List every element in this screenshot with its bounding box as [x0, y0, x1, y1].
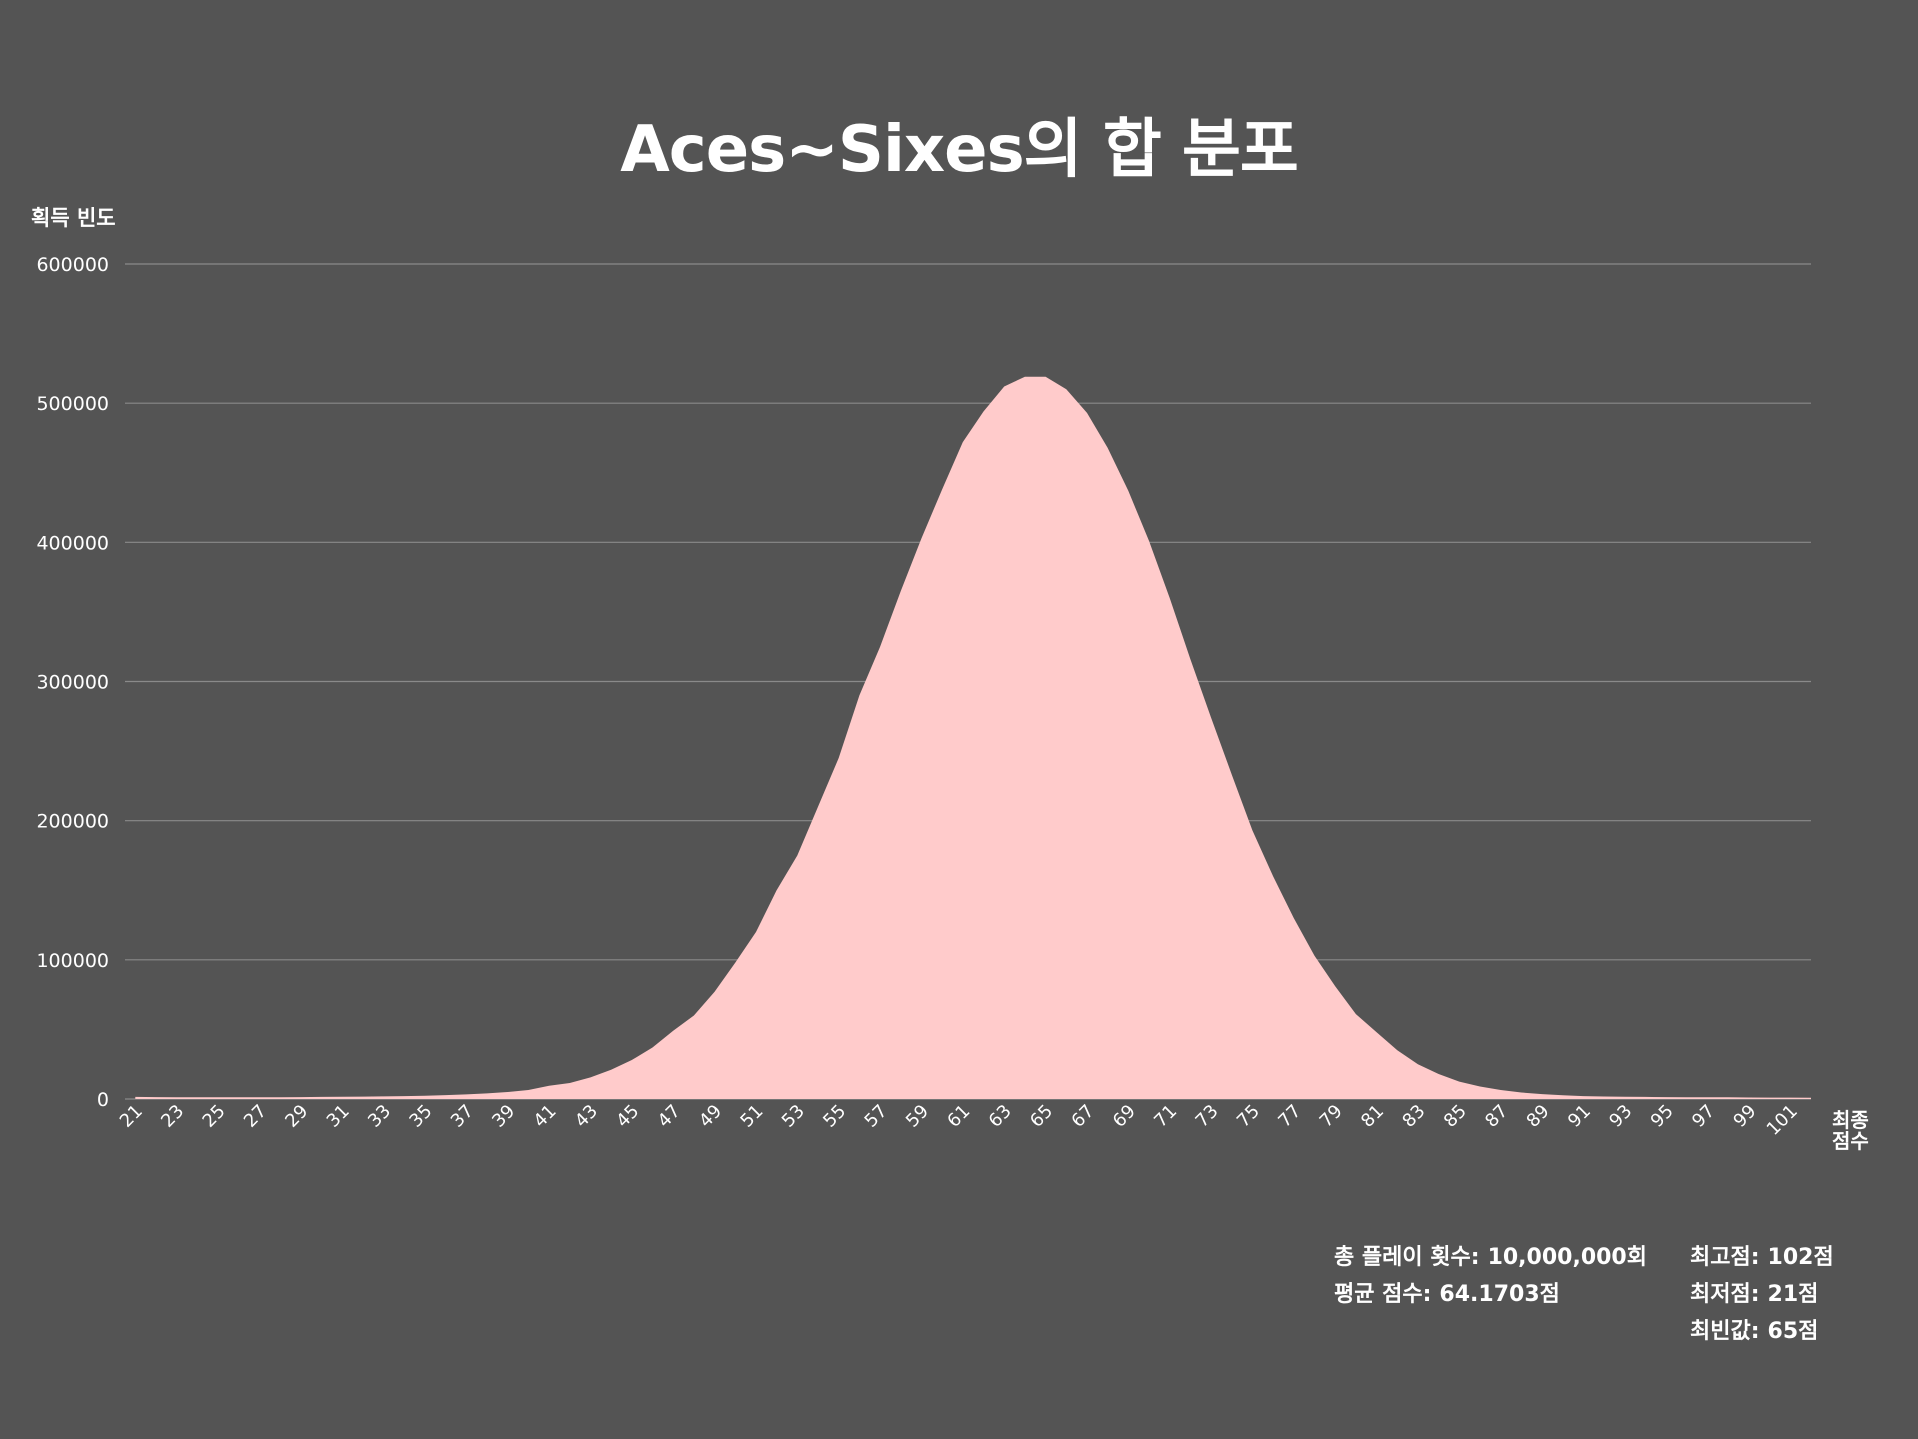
- x-tick-label: 31: [323, 1101, 354, 1132]
- y-tick-label: 200000: [36, 811, 109, 833]
- x-tick-label: 61: [943, 1101, 974, 1132]
- y-tick-label: 100000: [36, 950, 109, 972]
- x-tick-label: 69: [1109, 1101, 1140, 1132]
- x-tick-label: 99: [1729, 1101, 1760, 1132]
- x-tick-label: 27: [240, 1101, 271, 1132]
- x-tick-label: 63: [985, 1101, 1016, 1132]
- x-tick-label: 83: [1398, 1101, 1429, 1132]
- area-series: [135, 376, 1811, 1099]
- chart-title: Aces~Sixes의 합 분포: [620, 113, 1299, 187]
- y-axis-label: 획득 빈도: [31, 206, 116, 230]
- x-tick-label: 53: [778, 1101, 809, 1132]
- x-tick-label: 43: [571, 1101, 602, 1132]
- x-tick-label: 33: [364, 1101, 395, 1132]
- x-tick-label: 89: [1523, 1101, 1554, 1132]
- x-tick-label: 95: [1647, 1101, 1678, 1132]
- x-axis-ticks: 21 23 25 27 29 31 33 35 37 39 41 43 45 47 49 51 53 55 57 59…: [116, 1101, 1802, 1140]
- y-tick-label: 0: [97, 1089, 109, 1111]
- x-tick-label: 41: [530, 1101, 561, 1132]
- y-tick-label: 600000: [36, 254, 109, 276]
- x-tick-label: 101: [1763, 1101, 1802, 1140]
- x-tick-label: 21: [116, 1101, 147, 1132]
- x-tick-label: 23: [157, 1101, 188, 1132]
- x-tick-label: 97: [1688, 1101, 1719, 1132]
- x-tick-label: 77: [1274, 1101, 1305, 1132]
- x-tick-label: 65: [1026, 1101, 1057, 1132]
- x-tick-label: 35: [405, 1101, 436, 1132]
- x-tick-label: 25: [199, 1101, 230, 1132]
- x-tick-label: 55: [819, 1101, 850, 1132]
- x-axis-label-line: 최종: [1832, 1108, 1869, 1132]
- x-tick-label: 87: [1481, 1101, 1512, 1132]
- x-tick-label: 29: [281, 1101, 312, 1132]
- x-tick-label: 75: [1233, 1101, 1264, 1132]
- x-tick-label: 57: [861, 1101, 892, 1132]
- x-tick-label: 51: [736, 1101, 767, 1132]
- y-axis-ticks: 0 100000 200000 300000 400000 500000 600000: [36, 254, 109, 1111]
- x-tick-label: 93: [1605, 1101, 1636, 1132]
- x-tick-label: 49: [695, 1101, 726, 1132]
- x-tick-label: 91: [1564, 1101, 1595, 1132]
- x-tick-label: 39: [488, 1101, 519, 1132]
- x-tick-label: 71: [1150, 1101, 1181, 1132]
- x-tick-label: 59: [902, 1101, 933, 1132]
- x-tick-label: 81: [1357, 1101, 1388, 1132]
- x-tick-label: 85: [1440, 1101, 1471, 1132]
- x-tick-label: 79: [1316, 1101, 1347, 1132]
- y-tick-label: 300000: [36, 672, 109, 694]
- x-axis-label-line: 점수: [1832, 1129, 1869, 1153]
- x-tick-label: 67: [1067, 1101, 1098, 1132]
- x-tick-label: 73: [1192, 1101, 1223, 1132]
- y-tick-label: 500000: [36, 393, 109, 415]
- x-tick-label: 37: [447, 1101, 478, 1132]
- y-tick-label: 400000: [36, 532, 109, 554]
- x-tick-label: 47: [654, 1101, 685, 1132]
- x-axis-label: 최종 점수: [1832, 1108, 1869, 1153]
- x-tick-label: 45: [612, 1101, 643, 1132]
